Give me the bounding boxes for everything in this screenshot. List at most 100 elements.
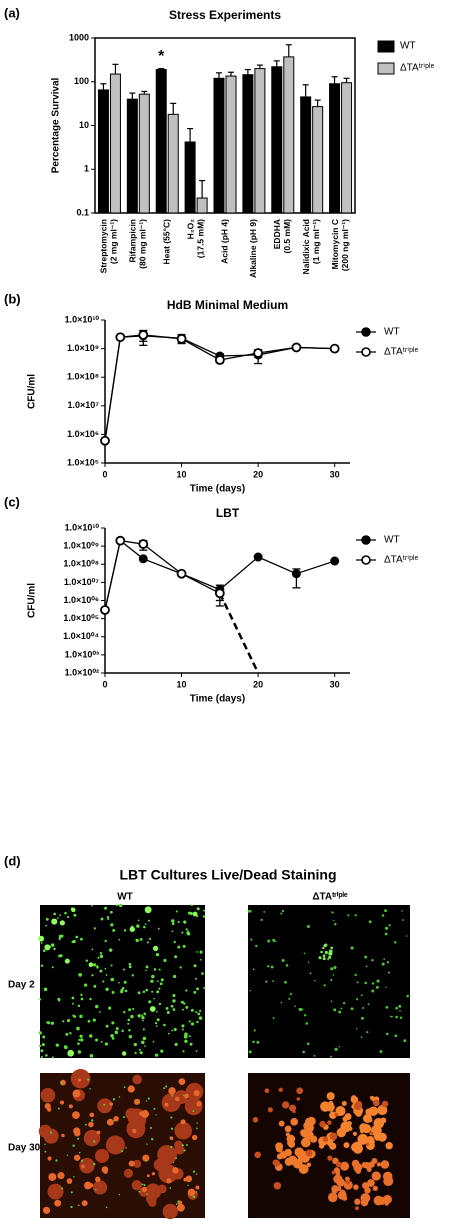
cell (365, 965, 368, 968)
cell (273, 1160, 281, 1167)
cell (55, 1043, 59, 1047)
cell (78, 1204, 80, 1207)
cell (391, 1015, 393, 1018)
cell (137, 991, 141, 995)
x-tick-label: Acid (pH 4) (219, 219, 229, 264)
cell (99, 954, 104, 958)
cell (78, 973, 82, 977)
cell (110, 977, 115, 982)
y-axis-label: CFU/ml (27, 583, 38, 618)
cell (108, 1006, 112, 1010)
cell (169, 1187, 172, 1189)
cell (196, 1020, 199, 1024)
x-axis-label: Time (days) (190, 694, 245, 705)
cell (72, 1111, 80, 1120)
cell (60, 1079, 66, 1086)
cell (370, 1125, 382, 1137)
cell (142, 990, 146, 994)
cell (141, 1110, 150, 1118)
cell (275, 940, 277, 943)
cell (79, 937, 83, 941)
cell (281, 959, 285, 962)
cell (166, 1180, 171, 1184)
cell (306, 925, 310, 928)
cell (182, 944, 186, 948)
cell (163, 958, 167, 963)
cell (323, 984, 326, 987)
cell (342, 1116, 348, 1122)
micrograph (248, 905, 410, 1058)
cell (50, 1021, 55, 1025)
cell (105, 1024, 109, 1028)
cell (200, 958, 202, 961)
cell (285, 1132, 290, 1137)
row-label: Day 2 (8, 980, 35, 991)
cell (328, 1100, 334, 1106)
cell (46, 1021, 49, 1024)
cell (345, 1179, 351, 1185)
cell (91, 974, 94, 977)
cell (149, 1126, 153, 1129)
cell (306, 1120, 312, 1126)
cell (196, 1127, 198, 1130)
cell (67, 1049, 75, 1057)
cell (351, 1142, 360, 1152)
cell (148, 1198, 157, 1207)
cell (323, 944, 327, 948)
cell (73, 1130, 81, 1137)
cell (260, 918, 263, 921)
cell (327, 1192, 338, 1203)
cell (47, 1183, 64, 1200)
cell (57, 917, 59, 919)
cell (332, 974, 335, 976)
cell (331, 911, 334, 914)
cell (113, 1119, 116, 1122)
cell (73, 913, 77, 917)
cell (38, 1124, 52, 1138)
x-tick-label: 10 (177, 469, 187, 479)
cell (103, 1103, 106, 1106)
cell (51, 918, 58, 925)
cell (93, 1162, 96, 1166)
cell (170, 1145, 173, 1149)
cell (314, 979, 316, 982)
cell (113, 1116, 119, 1122)
cell (118, 938, 121, 941)
cell (304, 1014, 307, 1017)
cell (132, 1129, 137, 1134)
cell (322, 946, 325, 950)
cell (296, 1097, 301, 1101)
cell (112, 928, 116, 932)
point (253, 348, 264, 358)
cell (150, 979, 154, 983)
bar (109, 73, 121, 214)
cell (335, 1107, 343, 1115)
cell (147, 1097, 150, 1100)
cell (40, 1055, 43, 1058)
cell (73, 1154, 81, 1161)
cell (263, 910, 266, 913)
cell (141, 1015, 145, 1020)
cell (92, 963, 97, 967)
cell (38, 1031, 42, 1035)
cell (104, 967, 107, 970)
cell (91, 1119, 94, 1122)
cell (284, 980, 287, 984)
cell (58, 934, 62, 938)
cell (171, 922, 175, 926)
cell (338, 1010, 342, 1014)
cell (142, 1154, 150, 1162)
cell (181, 1028, 184, 1031)
cell (139, 938, 143, 941)
cell (189, 911, 193, 916)
cell (249, 909, 252, 913)
cell (45, 917, 49, 921)
cell (180, 1000, 184, 1004)
cell (187, 1188, 196, 1197)
cell (313, 1054, 316, 1057)
cell (185, 1005, 189, 1009)
cell (156, 990, 160, 994)
micrograph (40, 905, 205, 1058)
cell (305, 1022, 309, 1025)
